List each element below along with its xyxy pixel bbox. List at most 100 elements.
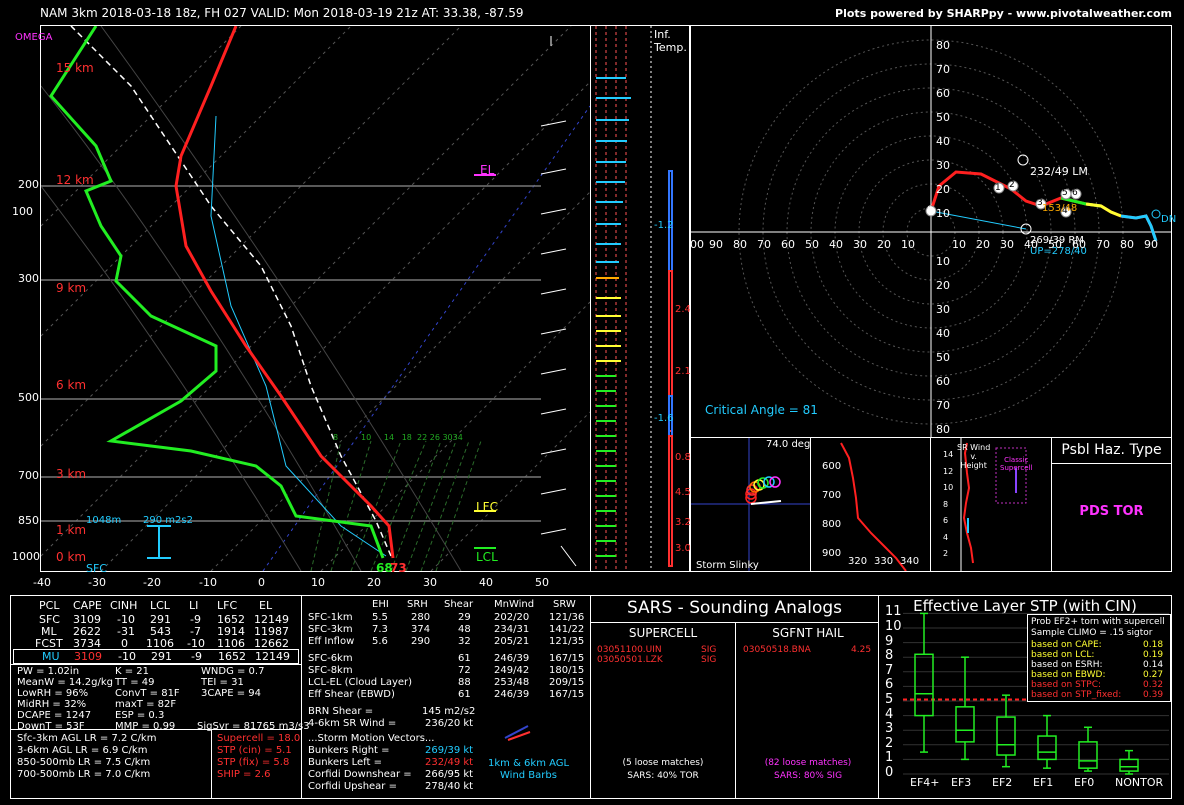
- sars-supercell-match-class: SIG: [701, 655, 717, 665]
- hodograph-ring-label: 40: [936, 135, 950, 148]
- thermo-cell: -10: [117, 613, 135, 626]
- thermo-index: TT = 49: [115, 677, 155, 688]
- sr-wind-y-label: 2: [943, 549, 949, 558]
- kin-cell: 249/42: [494, 665, 530, 676]
- inferred-temp-value: 3.2: [675, 517, 691, 528]
- thermo-header-lcl: LCL: [150, 599, 170, 612]
- thermo-header-lfc: LFC: [217, 599, 238, 612]
- stp-y-label: 10: [885, 619, 902, 634]
- inferred-temp-panel: [590, 25, 690, 572]
- stp-prob-value: 0.32: [1143, 680, 1164, 690]
- stp-prob-value: 0.27: [1143, 670, 1164, 680]
- thermo-cell: 0: [121, 637, 128, 650]
- storm-slinky-svg: [691, 438, 810, 571]
- composite-divider: [211, 730, 212, 798]
- stp-y-label: 1: [885, 750, 894, 766]
- stp-prob-value: 0.19: [1143, 650, 1164, 660]
- mixing-ratio-label: 8: [333, 433, 339, 442]
- hodograph-marker-label-6: 6: [1072, 188, 1078, 198]
- sfc-label: SFC: [86, 562, 107, 575]
- thermo-header-cape: CAPE: [73, 599, 102, 612]
- thermo-cell: ML: [41, 625, 57, 638]
- stp-y-label: 6: [885, 677, 894, 693]
- mixing-ratio-label: 22: [417, 433, 428, 442]
- theta-e-y-label: 800: [822, 519, 842, 530]
- sars-supercell-title: SUPERCELL: [628, 626, 698, 640]
- thermo-index: DownT = 53F: [17, 721, 85, 732]
- inferred-temp-value: 4.5: [675, 487, 691, 498]
- hodograph-x-label: 40: [829, 238, 843, 251]
- lapse-rate: 3-6km AGL LR = 6.9 C/km: [17, 745, 148, 756]
- temp-axis-label: 10: [311, 576, 325, 589]
- sars-hail-match: 03050518.BNA: [743, 645, 811, 655]
- sr-wind-y-labels: 14 12 10 8 6 4 2: [943, 447, 953, 563]
- hodograph-marker-label-3: 3: [1037, 198, 1043, 208]
- thermo-index: PW = 1.02in: [17, 666, 80, 677]
- kin-cell: 29: [458, 612, 471, 623]
- sr-wind-classic-2: Supercell: [1000, 464, 1033, 472]
- thermo-cell: 3109: [74, 650, 102, 663]
- thermo-header-pcl: PCL: [39, 599, 60, 612]
- critical-angle-label: Critical Angle = 81: [705, 403, 818, 417]
- hodograph-marker-label-1: 1: [995, 183, 1001, 193]
- stp-y-label: 4: [885, 706, 894, 722]
- hodograph-marker-label-0: 0: [927, 205, 933, 215]
- kin-header-shear: Shear: [444, 599, 474, 610]
- sars-supercell-summary: SARS: 40% TOR: [627, 771, 699, 781]
- thermo-cell: 1106: [217, 637, 245, 650]
- skewt-panel: [18, 25, 591, 572]
- thermo-row-mu[interactable]: MU 3109 -10 291 -9 1652 12149: [13, 649, 299, 664]
- motion-label: Bunkers Left =: [308, 757, 382, 768]
- sars-column-divider: [735, 622, 736, 798]
- stp-x-label: EF3: [951, 776, 972, 789]
- kin-header-srw: SRW: [553, 599, 576, 610]
- sars-supercell-match: 03051100.UIN: [597, 645, 662, 655]
- hodograph-x-label: 80: [733, 238, 747, 251]
- sr-wind-classic-label: Classic Supercell: [1000, 456, 1032, 472]
- hodograph-ring-label: 30: [936, 159, 950, 172]
- thermo-cell: 2622: [73, 625, 101, 638]
- eff-inflow-srh-label: 290 m2s2: [143, 515, 193, 526]
- sars-title: SARS - Sounding Analogs: [626, 598, 843, 618]
- stp-y-label: 11: [885, 604, 902, 620]
- inferred-temp-title-1: Inf.: [654, 28, 671, 41]
- kin-cell: 253/48: [494, 677, 530, 688]
- sr-wind-y-label: 10: [943, 483, 954, 492]
- hodograph-ring-label: 10: [936, 207, 950, 220]
- inferred-temp-svg: [595, 26, 673, 571]
- pressure-label-500: 500: [18, 391, 39, 404]
- hodograph-x-label: 20: [976, 238, 990, 251]
- kin-cell: SFC-8km: [308, 665, 353, 676]
- thermo-cell: 12149: [255, 650, 290, 663]
- stp-y-label: 5: [885, 692, 894, 707]
- temp-axis-label: 20: [367, 576, 381, 589]
- stp-y-label: 3: [885, 721, 894, 737]
- height-label-1km: 1 km: [56, 523, 87, 537]
- kin-cell: 246/39: [494, 653, 530, 664]
- stp-y-label: 7: [885, 662, 894, 678]
- thermo-header-cinh: CINH: [110, 599, 138, 612]
- stp-x-label: NONTOR: [1115, 776, 1164, 789]
- hazard-panel: Psbl Haz. Type PDS TOR: [1051, 437, 1172, 572]
- sr-wind-svg: [960, 438, 1027, 571]
- sr-wind-classic-box: [995, 447, 1027, 504]
- sr-wind-y-label: 6: [943, 516, 949, 525]
- temp-axis-label: 50: [535, 576, 549, 589]
- hodograph-ring-label: 20: [936, 183, 950, 196]
- lapse-rate: 850-500mb LR = 7.5 C/km: [17, 757, 151, 768]
- hodograph-x-label: 30: [853, 238, 867, 251]
- pressure-label-1000: 1000: [12, 550, 40, 563]
- brn-shear-label: BRN Shear =: [308, 706, 374, 717]
- thermo-index: ConvT = 81F: [115, 688, 180, 699]
- kin-cell: 290: [411, 636, 431, 647]
- stp-panel: Effective Layer STP (with CIN) 11 10 9 8 7 6 5…: [878, 595, 1172, 799]
- stp-y-label: 9: [885, 633, 894, 649]
- dewpoint-trace: [49, 25, 385, 559]
- hodograph-ring-label: 50: [936, 351, 950, 364]
- stp-clim-title: Sample CLIMO = .15 sigtor: [1031, 628, 1153, 638]
- thermo-header-el: EL: [259, 599, 273, 612]
- hodograph-trace-upper: [1085, 202, 1122, 218]
- stp-prob-value: 0.14: [1143, 660, 1164, 670]
- hodograph-markers: [925, 180, 1082, 218]
- inferred-temp-value: 3.0: [675, 543, 691, 554]
